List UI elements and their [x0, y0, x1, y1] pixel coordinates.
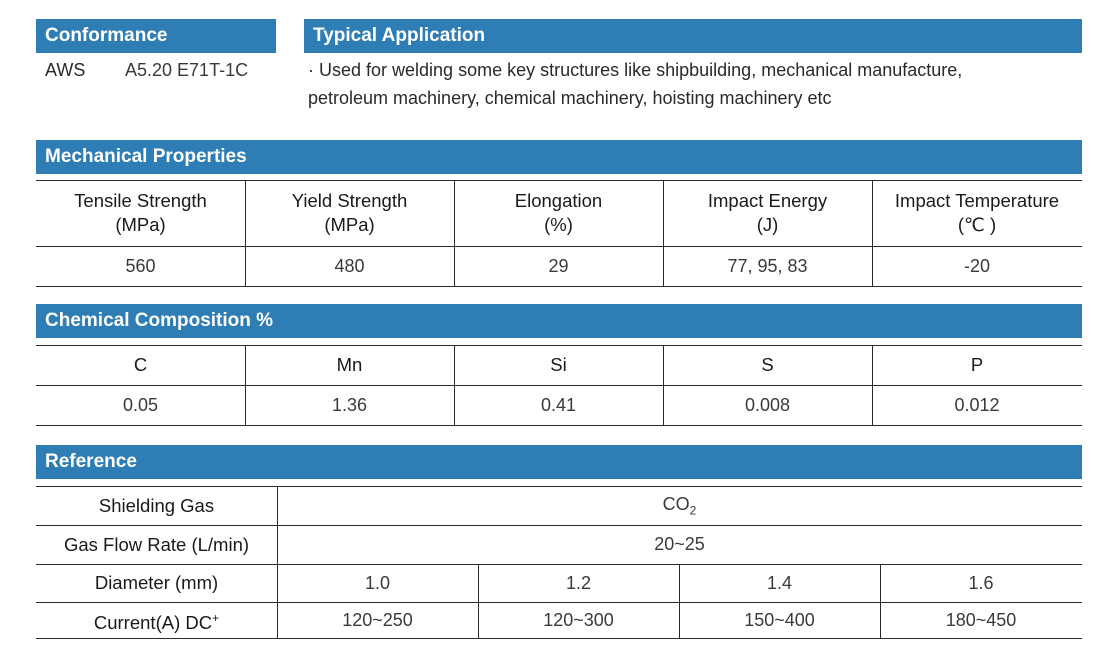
- shielding-gas-label: Shielding Gas: [98, 494, 215, 516]
- impact-energy-value: 77, 95, 83: [727, 255, 808, 276]
- ref-divider: [277, 486, 278, 638]
- yield-strength-header: Yield Strength (MPa): [291, 190, 408, 235]
- current-value: 120~250: [342, 610, 413, 630]
- tensile-strength-header: Tensile Strength (MPa): [74, 190, 207, 235]
- chemical-table: C Mn Si S P 0.05 1.36 0.41 0.008 0.012: [36, 345, 1082, 425]
- reference-header: Reference: [36, 445, 1082, 479]
- chem-rule-top: [36, 345, 1082, 346]
- chem-divider: [454, 345, 455, 425]
- diameter-value: 1.0: [364, 572, 391, 593]
- impact-energy-header: Impact Energy (J): [707, 190, 828, 235]
- ref-rule: [36, 602, 1082, 603]
- mech-divider: [245, 180, 246, 286]
- shielding-gas-value: CO2: [662, 493, 697, 518]
- impact-temperature-value: -20: [963, 255, 990, 276]
- ref-divider: [679, 564, 680, 638]
- gas-flow-rate-label: Gas Flow Rate (L/min): [63, 533, 250, 555]
- chem-rule-bottom: [36, 425, 1082, 426]
- element-mn-value: 1.36: [331, 394, 368, 415]
- ref-rule: [36, 638, 1082, 639]
- element-mn-header: Mn: [336, 354, 363, 375]
- conformance-class: A5.20 E71T-1C: [125, 60, 249, 80]
- element-c-value: 0.05: [122, 394, 159, 415]
- mechanical-table: Tensile Strength (MPa) Yield Strength (MPa…: [36, 180, 1082, 286]
- element-p-header: P: [970, 354, 984, 375]
- mech-divider: [872, 180, 873, 286]
- current-label: Current(A) DC+: [93, 610, 220, 634]
- application-header: Typical Application: [304, 19, 1082, 53]
- ref-divider: [880, 564, 881, 638]
- chem-divider: [245, 345, 246, 425]
- diameter-value: 1.4: [766, 572, 793, 593]
- mechanical-header: Mechanical Properties: [36, 140, 1082, 174]
- ref-rule: [36, 486, 1082, 487]
- chem-divider: [663, 345, 664, 425]
- ref-rule: [36, 564, 1082, 565]
- ref-rule: [36, 525, 1082, 526]
- mech-rule-mid: [36, 246, 1082, 247]
- conformance-header: Conformance: [36, 19, 276, 53]
- diameter-label: Diameter (mm): [94, 572, 219, 593]
- application-line-1: · Used for welding some key structures l…: [308, 60, 963, 80]
- gas-flow-rate-value: 20~25: [654, 534, 705, 554]
- conformance-standard: AWS: [45, 60, 86, 80]
- chem-rule-mid: [36, 385, 1082, 386]
- ref-divider: [478, 564, 479, 638]
- chem-divider: [872, 345, 873, 425]
- impact-temperature-header: Impact Temperature (℃ ): [894, 190, 1060, 235]
- mech-rule-bottom: [36, 286, 1082, 287]
- mech-rule-top: [36, 180, 1082, 181]
- element-si-header: Si: [550, 354, 567, 375]
- element-c-header: C: [133, 354, 148, 375]
- elongation-header: Elongation (%): [514, 190, 603, 235]
- current-value: 120~300: [543, 610, 614, 630]
- element-p-value: 0.012: [954, 394, 1000, 415]
- yield-strength-value: 480: [334, 255, 365, 276]
- mech-divider: [454, 180, 455, 286]
- elongation-value: 29: [548, 255, 569, 276]
- mech-divider: [663, 180, 664, 286]
- current-value: 150~400: [744, 610, 815, 630]
- element-s-value: 0.008: [744, 394, 791, 415]
- diameter-value: 1.6: [968, 572, 994, 593]
- current-value: 180~450: [945, 610, 1017, 630]
- element-s-header: S: [761, 354, 774, 375]
- element-si-value: 0.41: [540, 394, 577, 415]
- chemical-header: Chemical Composition %: [36, 304, 1082, 338]
- application-line-2: petroleum machinery, chemical machinery,…: [308, 88, 832, 108]
- diameter-value: 1.2: [565, 572, 592, 593]
- tensile-strength-value: 560: [125, 255, 156, 276]
- reference-table: Shielding Gas CO2 Gas Flow Rate (L/min) …: [36, 486, 1082, 639]
